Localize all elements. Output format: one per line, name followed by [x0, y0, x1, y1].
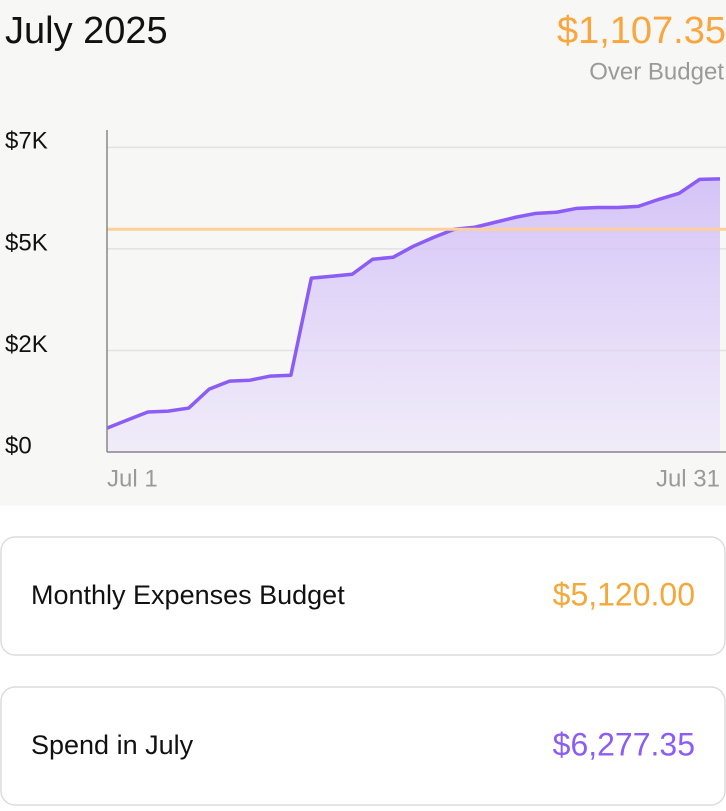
title: July 2025 — [5, 10, 168, 52]
spend-line — [106, 177, 721, 430]
budget-card — [0, 536, 726, 656]
card-value: $5,120.00 — [553, 576, 695, 612]
x-tick-label: Jul 31 — [656, 465, 720, 492]
y-tick-label: $7K — [5, 128, 48, 155]
y-tick-label: $0 — [5, 432, 32, 459]
y-tick-label: $2K — [5, 331, 48, 358]
x-tick-label: Jul 1 — [107, 465, 158, 492]
card-label: Monthly Expenses Budget — [31, 580, 345, 610]
y-tick-label: $5K — [5, 229, 48, 256]
spend-area — [107, 178, 720, 452]
chart: $0 $2K $5K $7K Jul 1 Jul 31 — [5, 128, 726, 492]
over-status: Over Budget — [589, 58, 724, 85]
card-label: Spend in July — [31, 730, 194, 760]
over-amount: $1,107.35 — [557, 10, 726, 52]
card-value: $6,277.35 — [553, 726, 695, 762]
spend-card — [0, 686, 726, 806]
